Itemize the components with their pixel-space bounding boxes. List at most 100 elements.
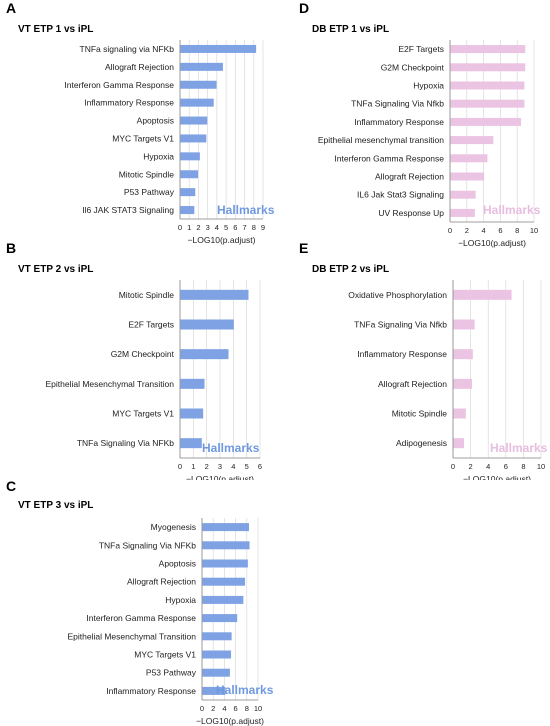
bar — [202, 668, 230, 677]
x-tick-label: 6 — [258, 462, 262, 471]
x-tick-label: 4 — [486, 462, 490, 471]
x-tick-label: 0 — [178, 462, 182, 471]
bar — [180, 349, 229, 360]
category-label: TNFa Signaling Via Nfkb — [354, 320, 447, 330]
bar — [202, 650, 232, 659]
bar — [180, 206, 195, 215]
x-tick-label: 0 — [451, 462, 455, 471]
x-tick-label: 3 — [218, 462, 222, 471]
bar — [453, 378, 472, 389]
hallmarks-watermark: Hallmarks — [217, 203, 275, 217]
panel-letter: D — [299, 0, 310, 16]
panel-letter: B — [6, 240, 17, 256]
chart-title: DB ETP 2 vs iPL — [312, 264, 390, 275]
chart-title: VT ETP 2 vs iPL — [18, 264, 94, 275]
bar — [180, 170, 199, 179]
category-label: Apoptosis — [137, 116, 174, 126]
bar — [453, 408, 466, 419]
bar — [450, 190, 476, 199]
bar-chart: Oxidative Phosphorylation TNFa Signaling … — [348, 280, 548, 480]
x-tick-label: 4 — [231, 462, 235, 471]
x-tick-label: 5 — [245, 462, 249, 471]
panel-letter: C — [6, 478, 17, 494]
category-label: Allograft Rejection — [127, 577, 196, 587]
hallmarks-watermark: Hallmarks — [490, 441, 548, 455]
category-label: Inflammatory Response — [84, 98, 174, 108]
bar — [180, 408, 204, 419]
hallmarks-watermark: Hallmarks — [483, 203, 541, 217]
category-label: TNFa signaling via NFKb — [80, 44, 175, 54]
hallmarks-watermark: Hallmarks — [202, 441, 260, 455]
category-label: Inflammatory Response — [354, 117, 444, 127]
bar — [180, 134, 207, 143]
x-tick-label: 9 — [261, 223, 265, 232]
category-label: Adipogenesis — [396, 438, 447, 448]
bar — [450, 81, 525, 90]
bar-chart: Myogenesis TNFa Signaling Via NFKb Apoptos… — [67, 518, 274, 726]
category-label: G2M Checkpoint — [111, 349, 175, 359]
category-label: UV Response Up — [378, 208, 444, 218]
x-tick-label: 1 — [187, 223, 191, 232]
bar — [450, 117, 522, 126]
x-tick-label: 8 — [515, 226, 519, 235]
x-tick-label: 7 — [242, 223, 246, 232]
panel-c: C VT ETP 3 vs iPL Myogenesis TNFa Signaling… — [0, 478, 275, 726]
x-tick-label: 6 — [504, 462, 508, 471]
bar — [453, 438, 465, 449]
x-tick-label: 2 — [205, 462, 209, 471]
category-label: Interferon Gamma Response — [64, 80, 174, 90]
bar — [450, 172, 485, 181]
category-label: Allograft Rejection — [378, 379, 447, 389]
bar — [202, 577, 246, 586]
x-axis-label: −LOG10(p.adjust) — [188, 235, 256, 245]
x-tick-label: 0 — [448, 226, 452, 235]
bar — [450, 154, 488, 163]
x-axis-label: −LOG10(p.adjust) — [458, 238, 526, 248]
bar-chart: TNFa signaling via NFKb Allograft Rejecti… — [64, 40, 275, 245]
panel-letter: E — [299, 240, 309, 256]
x-tick-label: 6 — [498, 226, 502, 235]
category-label: E2F Targets — [128, 320, 174, 330]
category-label: Allograft Rejection — [375, 172, 444, 182]
bar — [180, 319, 234, 330]
x-tick-label: 6 — [234, 704, 238, 713]
x-tick-label: 5 — [224, 223, 228, 232]
bar — [180, 116, 208, 125]
x-tick-label: 10 — [537, 462, 545, 471]
panel-letter: A — [6, 0, 17, 16]
category-label: IL6 Jak Stat3 Signaling — [357, 190, 444, 200]
x-tick-label: 4 — [215, 223, 219, 232]
chart-title: VT ETP 1 vs iPL — [18, 24, 94, 35]
bar — [202, 541, 250, 550]
bar — [180, 98, 214, 107]
category-label: Mitotic Spindle — [119, 169, 175, 179]
bar — [202, 614, 238, 623]
bar — [450, 99, 525, 108]
category-label: Mitotic Spindle — [119, 290, 175, 300]
x-tick-label: 1 — [191, 462, 195, 471]
category-label: Myogenesis — [151, 522, 196, 532]
x-tick-label: 3 — [206, 223, 210, 232]
category-label: Hypoxia — [143, 151, 174, 161]
x-tick-label: 2 — [465, 226, 469, 235]
hallmarks-watermark: Hallmarks — [216, 683, 274, 697]
x-tick-label: 4 — [482, 226, 486, 235]
x-tick-label: 8 — [521, 462, 525, 471]
x-tick-label: 2 — [211, 704, 215, 713]
bar — [202, 523, 249, 532]
bar — [453, 349, 473, 360]
category-label: Allograft Rejection — [105, 62, 174, 72]
x-tick-label: 0 — [200, 704, 204, 713]
bar — [202, 686, 226, 695]
category-label: Epithelial Mesenchymal Transition — [67, 631, 196, 641]
panel-e: E DB ETP 2 vs iPL Oxidative Phosphorylatio… — [275, 240, 550, 480]
bar — [180, 289, 249, 300]
chart-title: DB ETP 1 vs iPL — [312, 24, 390, 35]
bar — [180, 188, 196, 197]
bar — [450, 136, 494, 145]
x-tick-label: 8 — [245, 704, 249, 713]
bar — [202, 632, 232, 641]
category-label: P53 Pathway — [146, 668, 197, 678]
bar — [180, 438, 202, 449]
category-label: Epithelial mesenchymal transition — [318, 135, 444, 145]
